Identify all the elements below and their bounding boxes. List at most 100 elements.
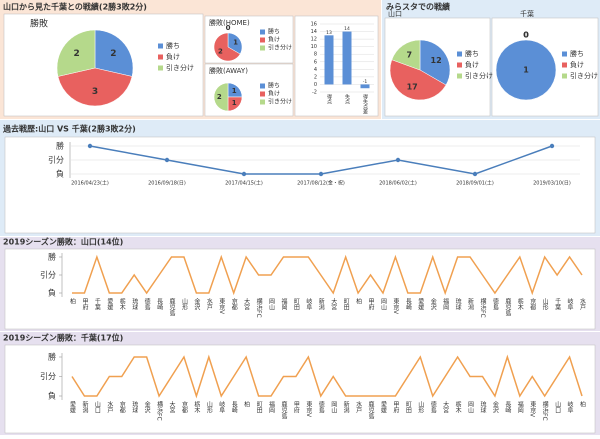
panel-title: 山口から見た千葉との戦績(2勝3敗2分) — [3, 2, 147, 12]
legend-label: 負け — [166, 52, 180, 61]
x-tick-label: 徳島 — [143, 297, 150, 311]
marker — [87, 143, 93, 149]
x-tick-label: 柏 — [579, 400, 586, 408]
marker — [318, 171, 324, 177]
pie-slice — [56, 29, 96, 77]
data-label: 0 — [226, 24, 231, 32]
x-tick-label: 横浜FC — [541, 400, 548, 420]
x-tick-label: 東京V — [305, 400, 312, 418]
y-tick-label: 2 — [314, 74, 317, 80]
legend-swatch — [260, 91, 265, 97]
data-label: -1 — [363, 79, 368, 85]
legend-label: 勝ち — [465, 49, 479, 58]
x-tick-label: 横浜FC — [156, 400, 163, 420]
panel-title: みらスタでの戦績 — [386, 2, 450, 12]
x-tick-label: 2016/04/23(土) — [71, 180, 109, 187]
x-tick-label: 長崎 — [230, 401, 237, 413]
pie-title: 勝敗(AWAY) — [209, 66, 248, 75]
y-tick-label: 引分 — [40, 271, 56, 280]
marker — [164, 157, 170, 163]
data-label: 13 — [326, 30, 332, 36]
legend-swatch — [562, 51, 567, 57]
x-tick-label: 柏 — [69, 297, 76, 305]
x-tick-label: 横浜FC — [255, 297, 262, 317]
pie-slice — [213, 82, 229, 112]
x-tick-label: 山形 — [180, 297, 187, 311]
x-tick-label: 福岡 — [280, 297, 287, 311]
legend-label: 勝ち — [570, 49, 584, 58]
x-tick-label: 岡山 — [467, 401, 474, 414]
pie-slice — [57, 67, 133, 107]
x-tick-label: 甲府 — [367, 298, 374, 311]
x-tick-label: 京都 — [180, 400, 187, 414]
x-tick-label: 京都 — [230, 297, 237, 311]
x-tick-label: 京都 — [118, 400, 125, 414]
x-tick-label: 得点 — [326, 93, 332, 105]
bar — [324, 35, 334, 85]
x-tick-label: 水戸 — [355, 400, 362, 414]
pie-slice — [213, 32, 241, 62]
y-tick-label: -2 — [312, 90, 317, 96]
x-tick-label: 栃木 — [516, 297, 523, 311]
x-tick-label: 琉球 — [131, 297, 138, 310]
legend-swatch — [457, 62, 462, 68]
x-tick-label: 鹿児島 — [504, 297, 511, 317]
data-label: 0 — [523, 31, 529, 40]
legend-label: 勝ち — [268, 28, 280, 36]
pie-title: 勝敗 — [30, 18, 48, 30]
chart-box — [294, 15, 379, 117]
legend-swatch — [260, 37, 265, 43]
marker — [395, 157, 401, 163]
y-tick-label: 8 — [314, 52, 317, 58]
data-label: 2 — [110, 49, 116, 59]
x-tick-label: 千葉 — [554, 297, 561, 311]
x-tick-label: 大宮 — [243, 297, 250, 311]
x-tick-label: 柏 — [243, 400, 250, 408]
y-tick-label: 引分 — [40, 372, 56, 381]
x-tick-label: 鹿児島 — [168, 297, 175, 317]
x-tick-label: 新潟 — [81, 400, 88, 414]
data-label: 14 — [344, 26, 350, 32]
pie-title: 千葉 — [520, 9, 534, 18]
legend-label: 引き分け — [268, 98, 292, 106]
x-tick-label: 愛媛 — [417, 297, 424, 311]
x-tick-label: 山口 — [554, 400, 561, 414]
pie-title: 山口 — [388, 9, 402, 18]
x-tick-label: 東京V — [392, 297, 399, 315]
x-tick-label: 山形 — [541, 297, 548, 311]
y-tick-label: 負 — [48, 288, 56, 298]
x-tick-label: 愛媛 — [106, 297, 113, 311]
data-label: 1 — [232, 99, 237, 107]
x-tick-label: 大宮 — [168, 400, 175, 414]
data-label: 17 — [407, 82, 418, 91]
x-tick-label: 徳島 — [429, 400, 436, 414]
x-tick-label: 岡山 — [379, 298, 386, 311]
data-label: 12 — [431, 56, 442, 65]
x-tick-label: 東京V — [218, 297, 225, 315]
data-label: 2 — [217, 93, 222, 101]
x-tick-label: 長崎 — [404, 298, 411, 310]
x-tick-label: 甲府 — [392, 401, 399, 414]
y-tick-label: 勝 — [56, 141, 64, 151]
x-tick-label: 岐阜 — [566, 297, 573, 311]
x-tick-label: 甲府 — [81, 298, 88, 311]
x-tick-label: 愛媛 — [69, 400, 76, 414]
x-tick-label: 甲府 — [292, 401, 299, 414]
x-tick-label: 横浜FC — [479, 297, 486, 317]
x-tick-label: 2016/09/18(日) — [148, 181, 186, 187]
legend-swatch — [260, 83, 265, 89]
y-tick-label: 16 — [311, 22, 317, 28]
pie-slice — [495, 39, 557, 101]
x-tick-label: 福岡 — [442, 297, 449, 311]
legend-label: 引き分け — [465, 71, 493, 80]
data-label: 3 — [92, 87, 98, 97]
x-tick-label: 東京V — [529, 400, 536, 418]
x-tick-label: 町田 — [255, 401, 262, 414]
x-tick-label: 徳島 — [491, 297, 498, 311]
x-tick-label: 町田 — [404, 401, 411, 414]
x-tick-label: 京都 — [529, 297, 536, 311]
x-tick-label: 長崎 — [156, 298, 163, 310]
legend-label: 負け — [268, 36, 280, 44]
line — [72, 254, 583, 296]
x-tick-label: 金沢 — [429, 297, 436, 311]
